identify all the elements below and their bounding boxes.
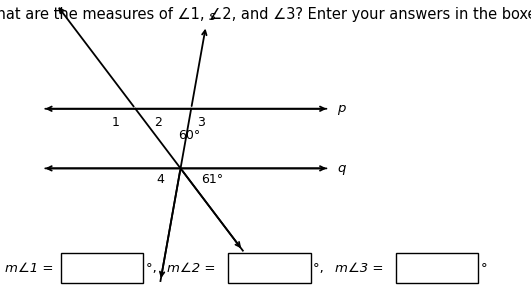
Text: s: s (209, 10, 216, 23)
Text: 60°: 60° (178, 129, 200, 142)
Text: °,: °, (313, 262, 328, 275)
FancyBboxPatch shape (228, 253, 311, 283)
FancyBboxPatch shape (61, 253, 143, 283)
Text: What are the measures of ∠1, ∠2, and ∠3? Enter your answers in the boxes.: What are the measures of ∠1, ∠2, and ∠3?… (0, 7, 531, 22)
Text: 1: 1 (112, 116, 119, 129)
Text: 4: 4 (157, 173, 164, 186)
Text: 3: 3 (197, 116, 204, 129)
Text: m∠1 =: m∠1 = (5, 262, 54, 275)
FancyBboxPatch shape (396, 253, 478, 283)
Text: m∠3 =: m∠3 = (335, 262, 383, 275)
Text: p: p (337, 102, 346, 115)
Text: m∠2 =: m∠2 = (167, 262, 216, 275)
Text: q: q (337, 162, 346, 175)
Text: °,: °, (146, 262, 161, 275)
Text: 2: 2 (154, 116, 162, 129)
Text: r: r (45, 0, 50, 1)
Text: 61°: 61° (201, 173, 223, 186)
Text: °: ° (481, 262, 487, 275)
